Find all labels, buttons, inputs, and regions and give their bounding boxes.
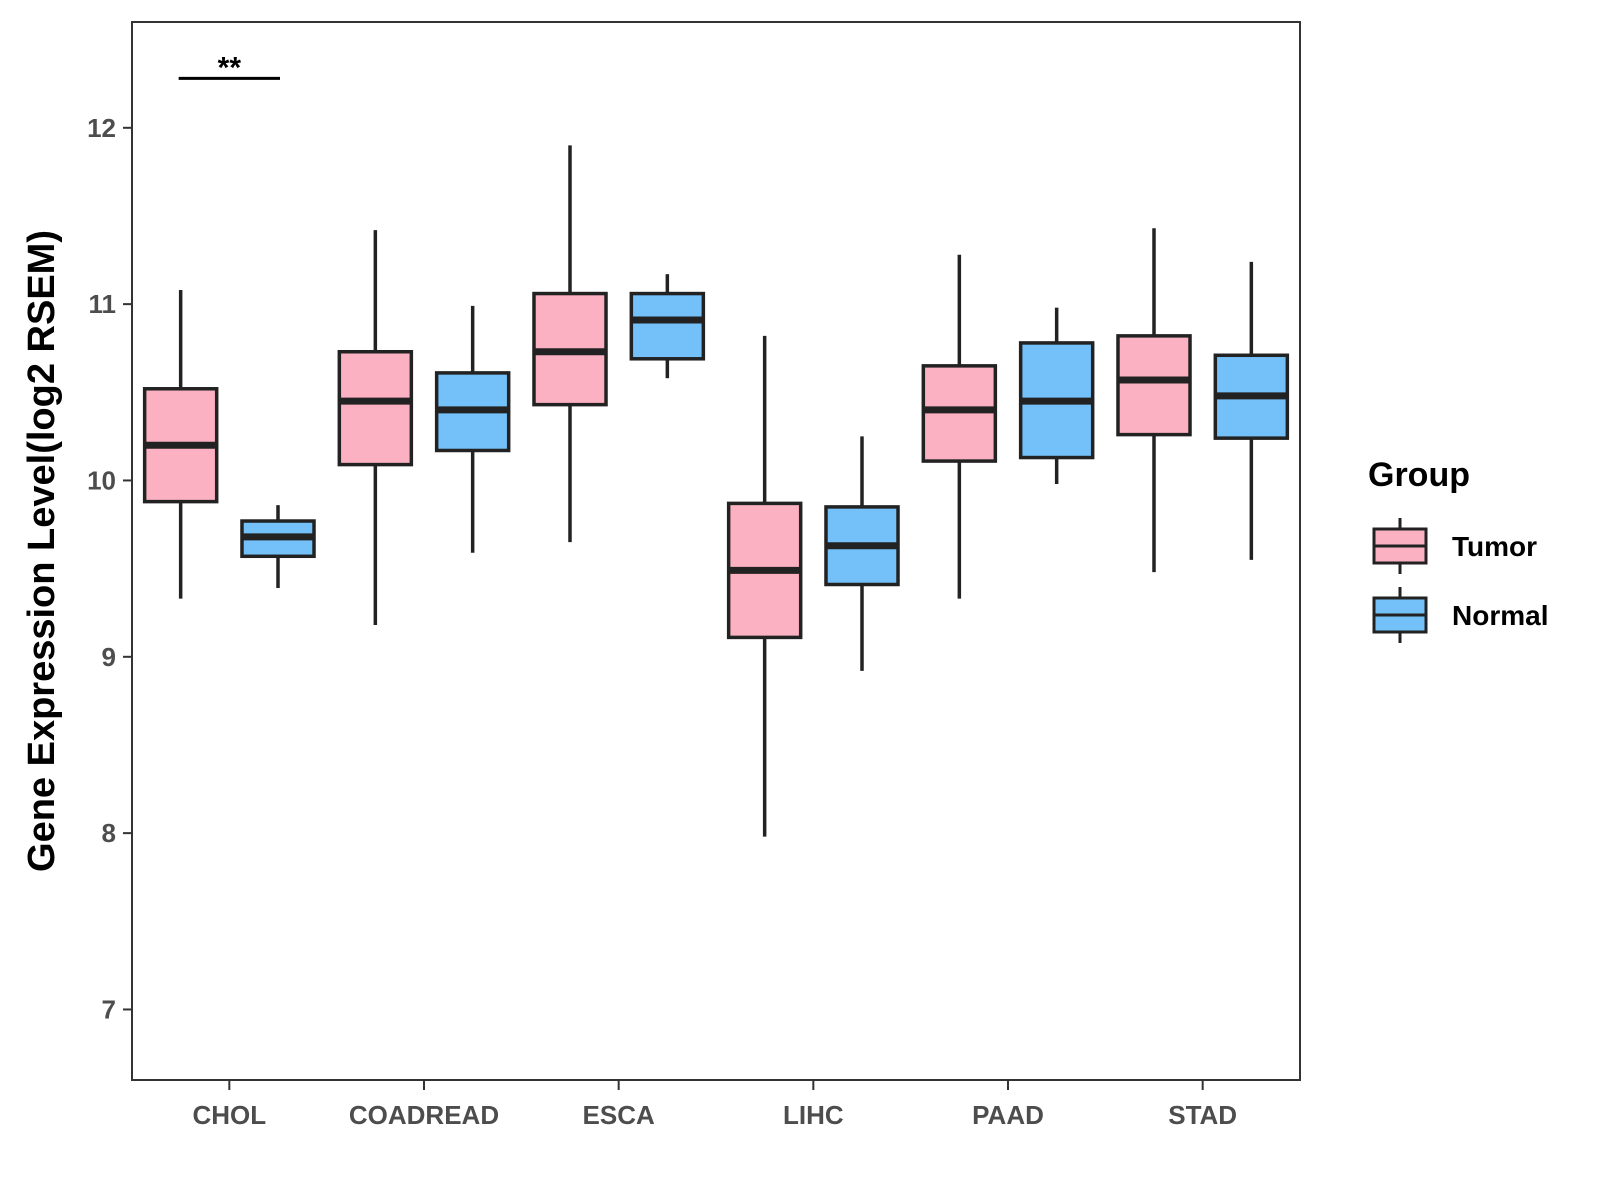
y-tick-label: 9 (102, 642, 116, 672)
box-layer (142, 145, 1290, 837)
legend-title: Group (1368, 456, 1470, 494)
x-tick-label: STAD (1168, 1100, 1237, 1130)
x-tick-label: COADREAD (349, 1100, 499, 1130)
box-paad-normal (1018, 307, 1095, 484)
y-tick-label: 10 (87, 465, 116, 495)
x-tick-label: LIHC (783, 1100, 844, 1130)
box-chol-tumor (142, 290, 219, 599)
legend-label: Tumor (1452, 531, 1537, 562)
y-tick-label: 12 (87, 113, 116, 143)
box-iqr (1116, 334, 1192, 437)
x-tick-label: PAAD (972, 1100, 1044, 1130)
legend-item-tumor: Tumor (1372, 518, 1537, 574)
box-iqr (921, 364, 998, 463)
legend: Group Tumor Normal (1368, 456, 1548, 643)
box-stad-tumor (1116, 228, 1192, 573)
legend-label: Normal (1452, 600, 1548, 631)
box-coadread-normal (434, 305, 511, 553)
y-axis-title: Gene Expression Level(log2 RSEM) (21, 230, 63, 872)
plot-panel (131, 21, 1301, 1081)
significance-annotations: ** (178, 51, 280, 84)
x-axis: CHOL COADREAD ESCA LIHC PAAD STAD (192, 1080, 1237, 1130)
box-chol-normal (240, 505, 316, 589)
significance-label: ** (218, 51, 242, 84)
y-axis: 7 8 9 10 11 12 (87, 113, 132, 1024)
box-iqr (629, 291, 706, 361)
box-esca-normal (629, 274, 706, 379)
box-lihc-tumor (726, 335, 803, 837)
legend-item-normal: Normal (1372, 587, 1548, 643)
box-stad-normal (1213, 261, 1290, 560)
box-paad-tumor (921, 254, 998, 599)
y-tick-label: 7 (102, 994, 116, 1024)
box-esca-tumor (532, 145, 608, 543)
box-lihc-normal (824, 436, 900, 671)
box-iqr (337, 349, 414, 467)
y-tick-label: 8 (102, 818, 116, 848)
y-tick-label: 11 (89, 289, 117, 319)
box-coadread-tumor (337, 230, 414, 626)
x-tick-label: ESCA (583, 1100, 655, 1130)
x-tick-label: CHOL (192, 1100, 266, 1130)
